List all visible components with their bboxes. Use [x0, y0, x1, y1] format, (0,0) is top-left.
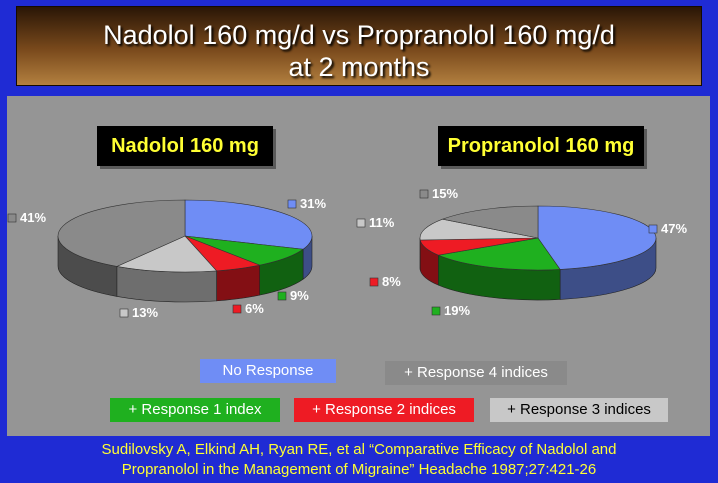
- title-line-2: at 2 months: [288, 52, 430, 82]
- legend-response-1: + Response 1 index: [110, 398, 280, 422]
- pie-1-label-2: 8%: [369, 274, 401, 289]
- title-bar: Nadolol 160 mg/d vs Propranolol 160 mg/d…: [16, 6, 702, 86]
- pie-0-slice-0: [184, 199, 313, 250]
- pie-1-slice-0: [537, 205, 657, 270]
- svg-text:47%: 47%: [661, 221, 687, 236]
- pie-0-label-4: 41%: [7, 210, 46, 225]
- pie-0-label-2: 6%: [232, 301, 264, 316]
- pie-1-label-3: 11%: [356, 215, 395, 230]
- pie-0-slice-3: [115, 235, 218, 273]
- legend-response-4: + Response 4 indices: [385, 361, 567, 385]
- citation-line-2: Propranolol in the Management of Migrain…: [121, 461, 597, 478]
- citation-line-1: Sudilovsky A, Elkind AH, Ryan RE, et al …: [101, 441, 617, 458]
- svg-text:31%: 31%: [300, 196, 326, 211]
- svg-text:9%: 9%: [290, 288, 309, 303]
- pie-1-label-1: 19%: [431, 303, 470, 318]
- svg-text:19%: 19%: [444, 303, 470, 318]
- svg-text:41%: 41%: [20, 210, 46, 225]
- pie-0-slice-4: [57, 199, 186, 267]
- legend-no-response: No Response: [200, 359, 336, 383]
- svg-text:15%: 15%: [432, 186, 458, 201]
- propranolol-chart-title: Propranolol 160 mg: [438, 126, 644, 166]
- pie-0-label-1: 9%: [277, 288, 309, 303]
- title-line-1: Nadolol 160 mg/d vs Propranolol 160 mg/d: [103, 20, 615, 50]
- pie-1-slice-3: [419, 218, 539, 241]
- pie-0-label-0: 31%: [287, 196, 326, 211]
- nadolol-chart-title: Nadolol 160 mg: [97, 126, 273, 166]
- svg-text:13%: 13%: [132, 305, 158, 320]
- pie-1: 47% 19% 8% 11% 15%: [356, 186, 687, 318]
- svg-text:8%: 8%: [382, 274, 401, 289]
- legend-response-2: + Response 2 indices: [294, 398, 474, 422]
- pie-1-label-4: 15%: [419, 186, 458, 201]
- pie-1-slice-4: [441, 205, 539, 239]
- citation: Sudilovsky A, Elkind AH, Ryan RE, et al …: [0, 440, 718, 480]
- svg-text:11%: 11%: [369, 215, 395, 230]
- svg-text:6%: 6%: [245, 301, 264, 316]
- pie-1-slice-1: [437, 237, 561, 271]
- pie-0: 31% 9% 6% 13% 41%: [7, 196, 326, 320]
- legend-response-3: + Response 3 indices: [490, 398, 668, 422]
- pie-0-label-3: 13%: [119, 305, 158, 320]
- pie-1-label-0: 47%: [648, 221, 687, 236]
